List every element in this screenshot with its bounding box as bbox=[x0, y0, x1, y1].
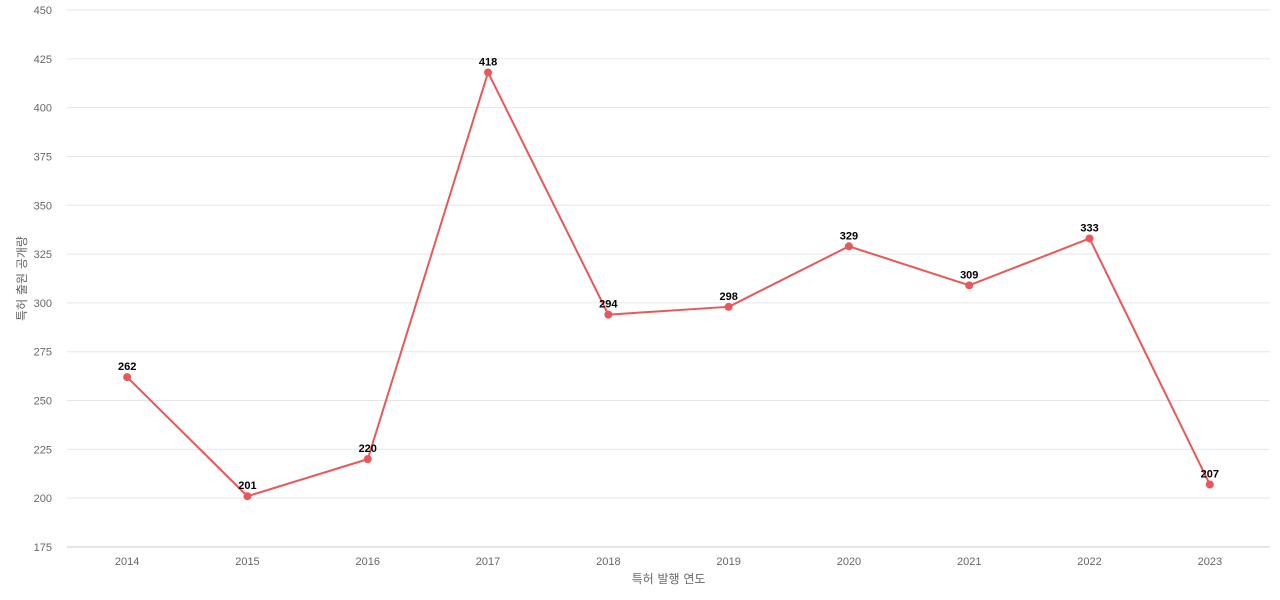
y-tick-label: 325 bbox=[34, 249, 52, 261]
y-axis-ticks: 175 200 225 250 275 300 325 350 375 400 425 450 bbox=[34, 5, 52, 554]
data-label: 329 bbox=[840, 230, 858, 242]
data-label: 333 bbox=[1080, 222, 1098, 234]
data-labels: 262 201 220 418 294 298 329 309 333 207 bbox=[118, 56, 1219, 492]
y-tick-label: 375 bbox=[34, 151, 52, 163]
x-tick-label: 2014 bbox=[115, 556, 139, 568]
data-point[interactable] bbox=[363, 455, 372, 464]
data-label: 309 bbox=[960, 269, 978, 281]
x-tick-label: 2016 bbox=[356, 556, 380, 568]
x-tick-label: 2021 bbox=[957, 556, 981, 568]
y-tick-label: 425 bbox=[34, 54, 52, 66]
data-label: 418 bbox=[479, 56, 497, 68]
x-tick-label: 2015 bbox=[235, 556, 259, 568]
y-tick-label: 350 bbox=[34, 200, 52, 212]
y-tick-label: 300 bbox=[34, 298, 52, 310]
y-tick-label: 450 bbox=[34, 5, 52, 17]
data-point[interactable] bbox=[604, 310, 613, 319]
series-line bbox=[126, 71, 1211, 498]
y-tick-label: 275 bbox=[34, 347, 52, 359]
data-point[interactable] bbox=[965, 281, 974, 290]
data-label: 294 bbox=[599, 299, 618, 311]
y-axis-title: 특허 출원 공개량 bbox=[15, 236, 29, 321]
data-label: 220 bbox=[359, 443, 377, 455]
data-point[interactable] bbox=[844, 242, 853, 251]
data-label: 262 bbox=[118, 361, 136, 373]
data-label: 207 bbox=[1201, 469, 1219, 481]
x-tick-label: 2018 bbox=[596, 556, 620, 568]
data-label: 298 bbox=[719, 291, 737, 303]
y-tick-label: 175 bbox=[34, 542, 52, 554]
y-tick-label: 250 bbox=[34, 396, 52, 408]
data-point[interactable] bbox=[484, 68, 493, 77]
series-layer bbox=[123, 68, 1214, 501]
data-point[interactable] bbox=[123, 373, 132, 382]
x-tick-label: 2023 bbox=[1198, 556, 1222, 568]
y-tick-label: 225 bbox=[34, 444, 52, 456]
data-point[interactable] bbox=[243, 492, 252, 501]
x-axis-title: 특허 발행 연도 bbox=[632, 571, 706, 586]
data-point[interactable] bbox=[1205, 480, 1214, 489]
y-tick-label: 400 bbox=[34, 103, 52, 115]
grid bbox=[67, 9, 1270, 548]
data-point[interactable] bbox=[724, 302, 733, 311]
x-tick-label: 2022 bbox=[1077, 556, 1101, 568]
data-label: 201 bbox=[238, 480, 256, 492]
x-tick-label: 2020 bbox=[837, 556, 861, 568]
y-tick-label: 200 bbox=[34, 493, 52, 505]
data-point[interactable] bbox=[1085, 234, 1094, 243]
x-tick-label: 2019 bbox=[716, 556, 740, 568]
x-tick-label: 2017 bbox=[476, 556, 500, 568]
x-axis-ticks: 2014 2015 2016 2017 2018 2019 2020 2021 2022 2023 bbox=[115, 556, 1222, 568]
